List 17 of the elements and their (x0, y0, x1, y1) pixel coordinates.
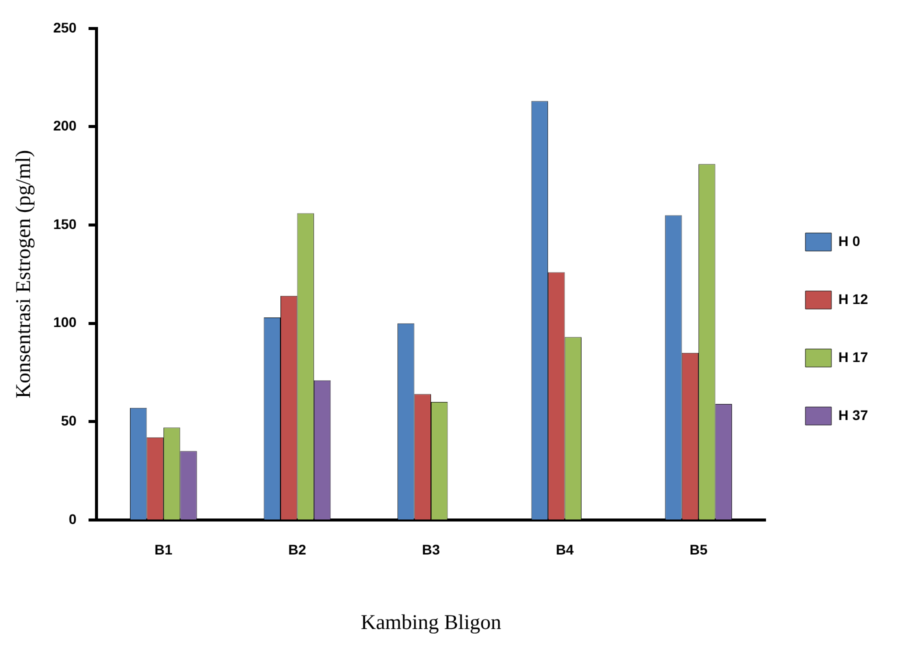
y-tick-label: 50 (60, 412, 77, 429)
y-tick-label: 250 (53, 19, 77, 36)
x-tick-label: B1 (154, 541, 173, 558)
x-tick-label: B4 (556, 541, 574, 558)
y-tick-label: 150 (53, 216, 77, 232)
legend-label: H 37 (838, 406, 868, 423)
legend-label: H 0 (838, 232, 860, 249)
x-tick-label: B5 (690, 541, 708, 558)
y-tick-label: 100 (53, 314, 77, 330)
y-tick-label: 200 (53, 118, 77, 134)
y-axis-title: Konsentrasi Estrogen (pg/ml) (11, 150, 36, 398)
x-tick-label: B2 (288, 541, 306, 558)
x-axis-title: Kambing Bligon (360, 610, 502, 634)
legend-label: H 12 (838, 290, 868, 307)
legend-label: H 17 (838, 348, 868, 365)
y-tick-label: 0 (68, 510, 77, 527)
x-tick-label: B3 (422, 541, 440, 558)
